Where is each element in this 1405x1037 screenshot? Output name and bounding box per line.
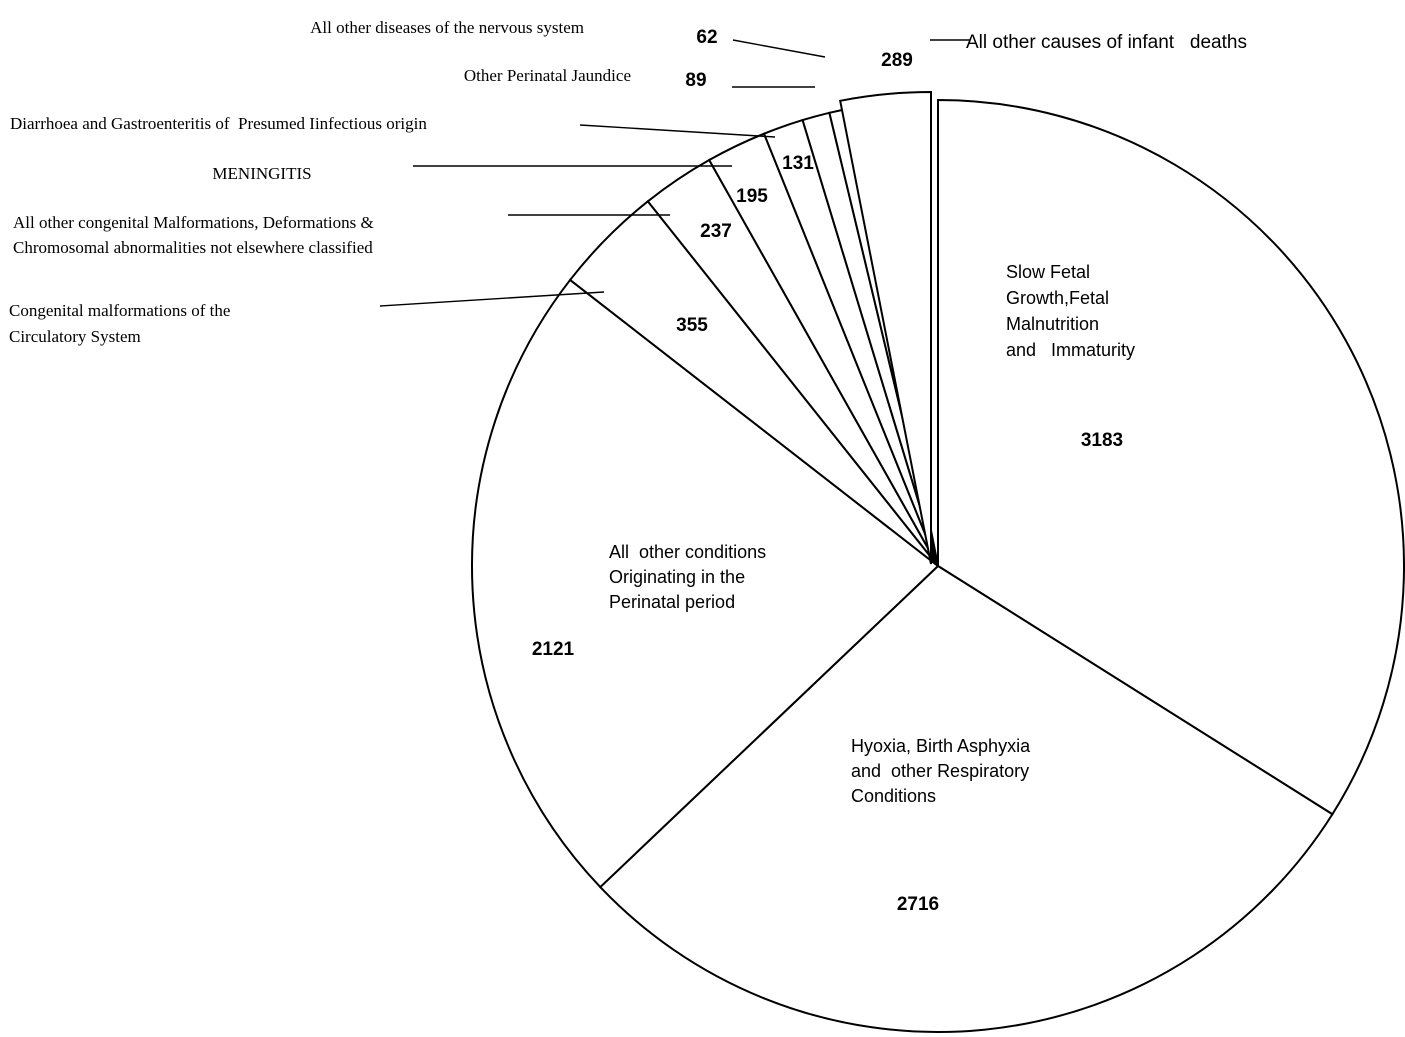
leader-line-7	[579, 124, 776, 138]
slice-label-line: Perinatal period	[609, 592, 735, 612]
slice-label-9: All other diseases of the nervous system	[310, 18, 584, 37]
slice-label-line: All other congenital Malformations, Defo…	[13, 213, 374, 232]
slice-value-10: 289	[881, 50, 913, 71]
pie-slice-1	[937, 98, 1405, 816]
slice-label-line: Hyoxia, Birth Asphyxia	[851, 736, 1031, 756]
slice-label-10: All other causes of infant deaths	[966, 32, 1247, 53]
slice-label-1: Slow Fetal Growth,Fetal Malnutrition and Im…	[1006, 262, 1135, 360]
slice-value-6: 195	[736, 186, 768, 207]
slice-value-2: 2716	[897, 894, 939, 915]
slice-value-8: 89	[685, 70, 706, 91]
leader-line-9	[732, 39, 826, 58]
slice-value-1: 3183	[1081, 430, 1123, 451]
slice-label-line: All other causes of infant deaths	[966, 32, 1247, 53]
slice-label-line: Growth,Fetal	[1006, 288, 1109, 308]
pie-slice-2	[598, 564, 1334, 1033]
slice-label-8: Other Perinatal Jaundice	[464, 66, 631, 85]
slice-label-line: Originating in the	[609, 567, 745, 587]
slice-label-line: Malnutrition	[1006, 314, 1099, 334]
slice-label-7: Diarrhoea and Gastroenteritis of Presume…	[10, 114, 427, 133]
slice-label-2: Hyoxia, Birth Asphyxia and other Respirat…	[851, 736, 1031, 806]
slice-label-line: and Immaturity	[1006, 340, 1135, 360]
slice-value-9: 62	[696, 27, 717, 48]
slice-label-line: Chromosomal abnormalities not elsewhere …	[13, 238, 373, 257]
slice-value-7: 131	[782, 153, 814, 174]
slice-label-line: Slow Fetal	[1006, 262, 1090, 282]
slice-label-line: and other Respiratory	[851, 761, 1029, 781]
leader-line-4	[379, 291, 605, 307]
pie-slice-10	[839, 90, 932, 565]
slice-label-4: Congenital malformations of the Circulato…	[9, 301, 230, 346]
slice-label-line: Congenital malformations of the	[9, 301, 230, 320]
pie-slice-3	[471, 278, 940, 889]
slice-value-4: 355	[676, 315, 708, 336]
slice-label-line: Circulatory System	[9, 327, 141, 346]
slice-value-3: 2121	[532, 639, 575, 660]
slice-value-5: 237	[700, 221, 732, 242]
slice-label-line: Diarrhoea and Gastroenteritis of Presume…	[10, 114, 427, 133]
slice-label-line: Other Perinatal Jaundice	[464, 66, 631, 85]
slice-label-6: MENINGITIS	[212, 164, 311, 183]
slice-label-line: Conditions	[851, 786, 936, 806]
slice-label-5: All other congenital Malformations, Defo…	[13, 213, 374, 257]
slice-label-3: All other conditions Originating in the Pe…	[609, 542, 766, 612]
slice-label-line: All other diseases of the nervous system	[310, 18, 584, 37]
slice-label-line: All other conditions	[609, 542, 766, 562]
slice-label-line: MENINGITIS	[212, 164, 311, 183]
